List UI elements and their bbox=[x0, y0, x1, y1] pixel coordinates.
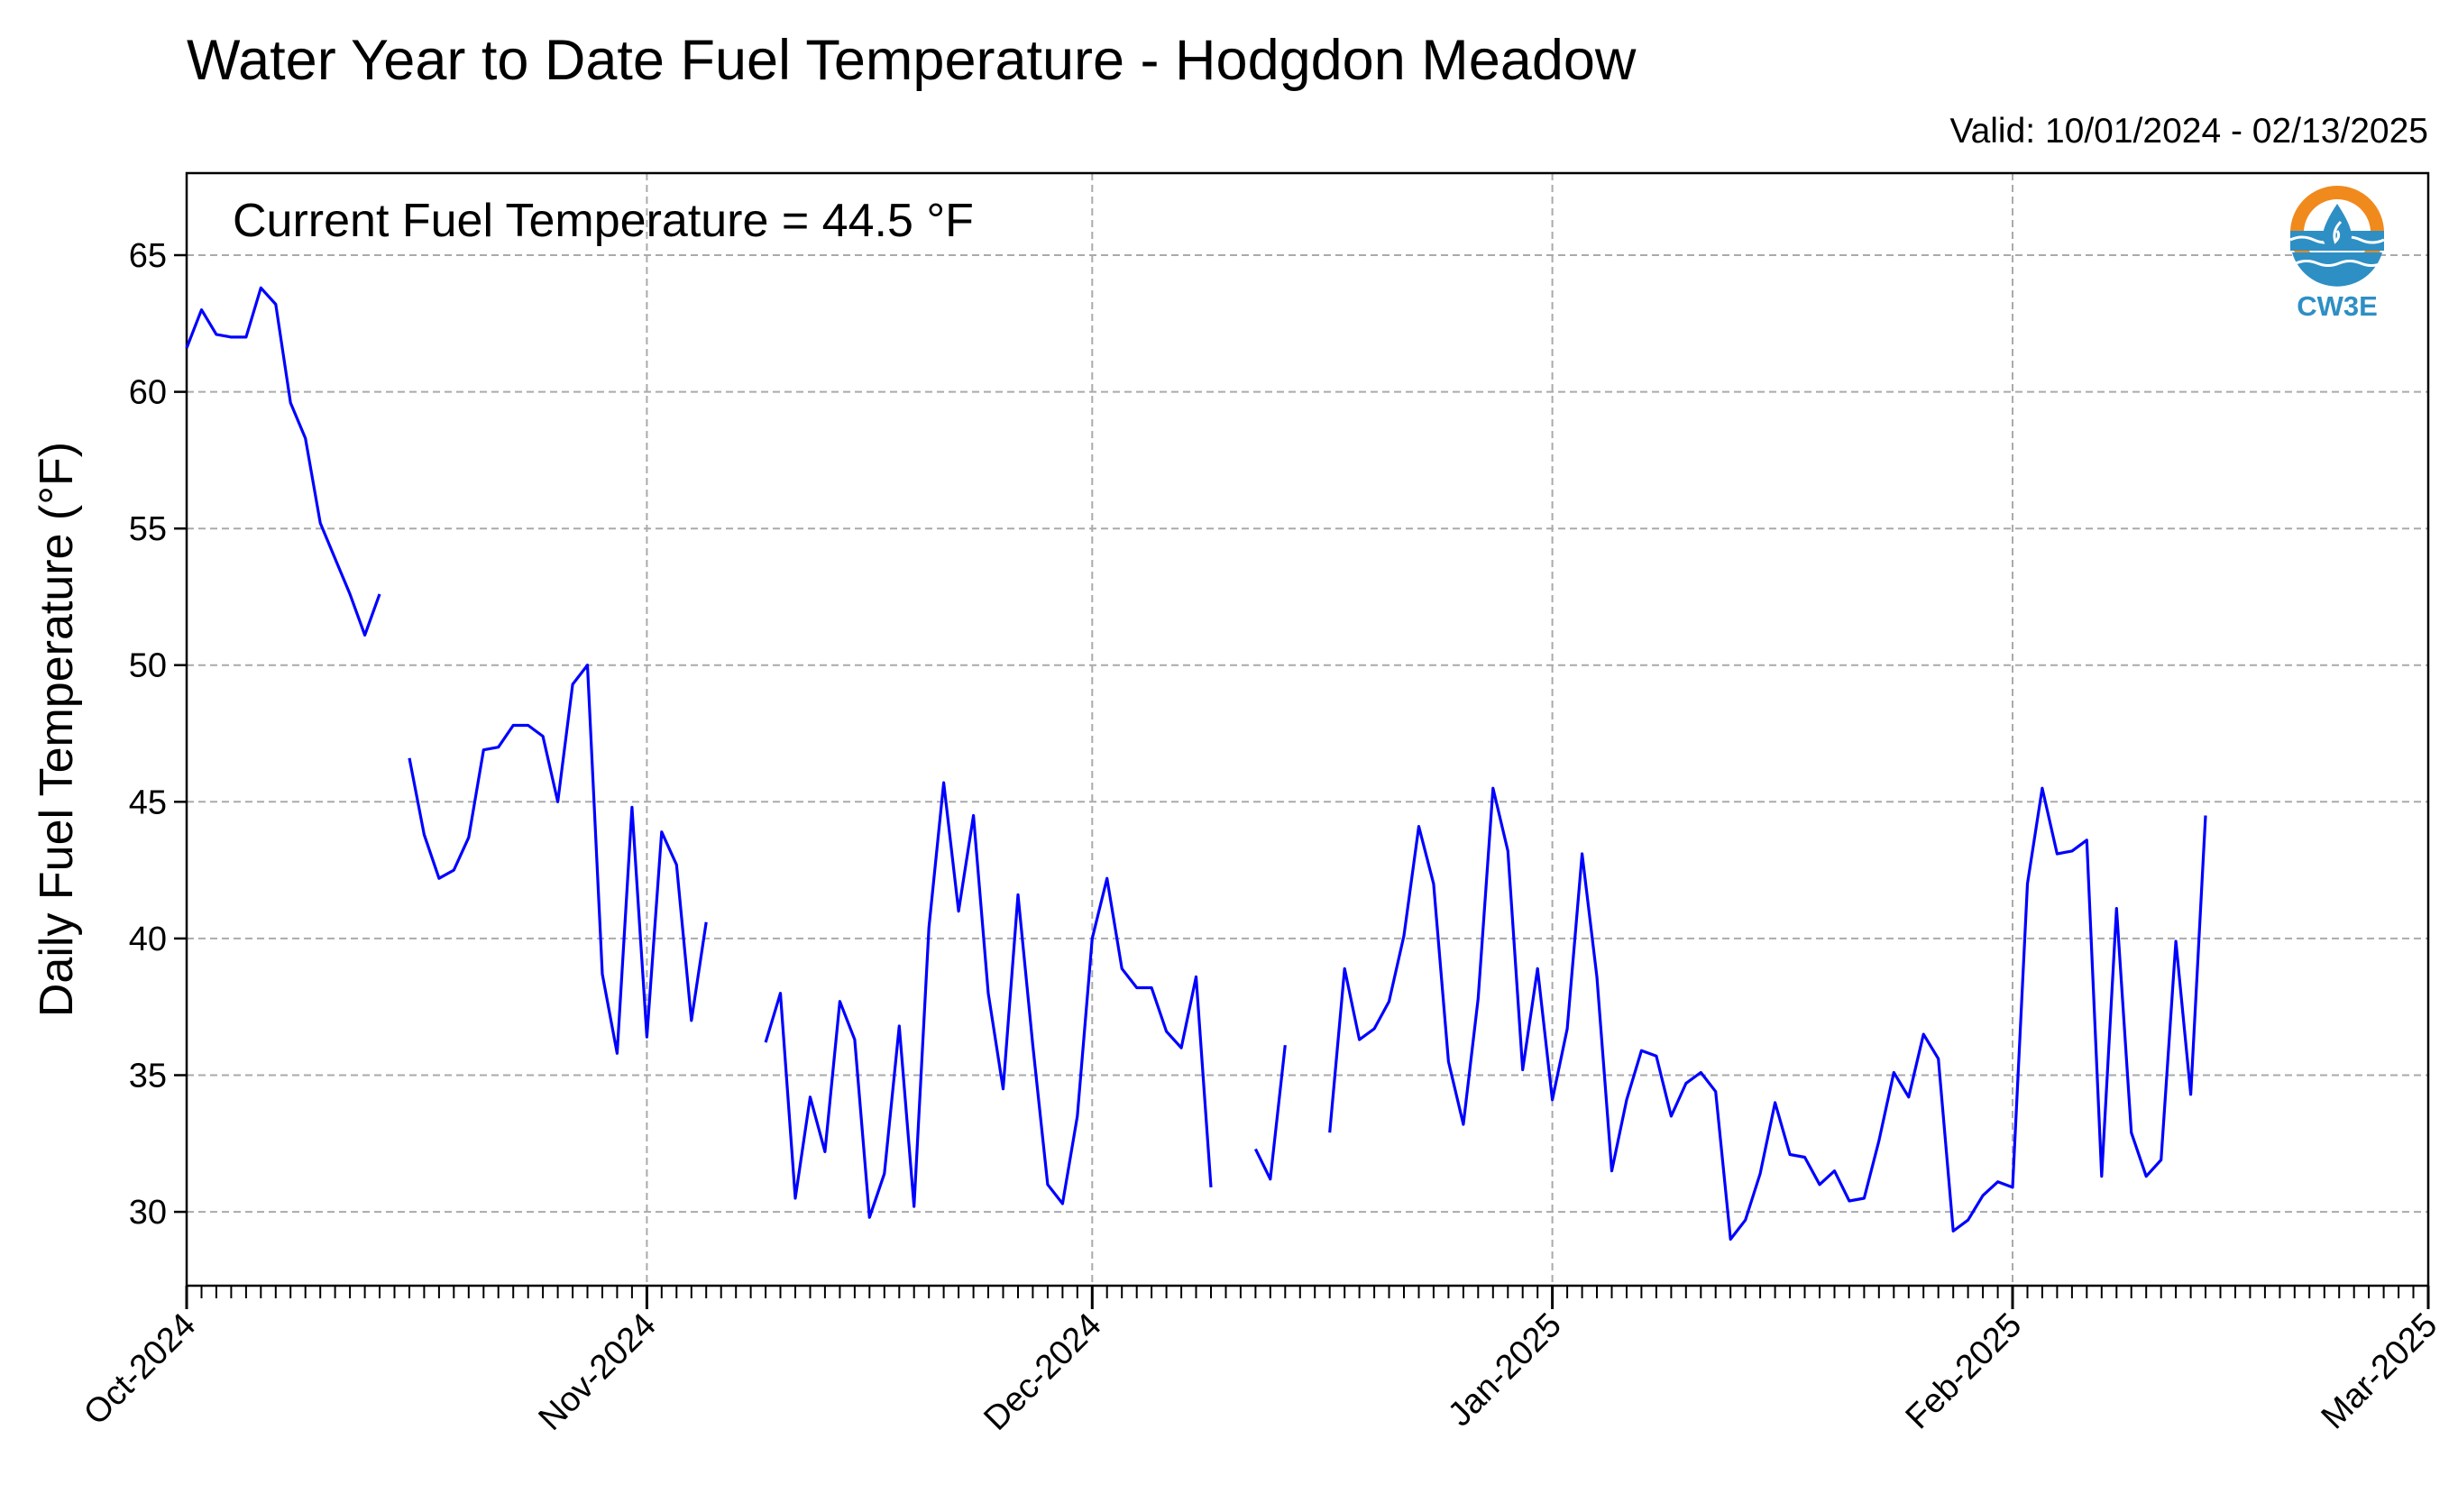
cw3e-logo: CW3E bbox=[2289, 186, 2385, 322]
logo-drop-mark bbox=[2333, 220, 2343, 244]
series-segment bbox=[764, 781, 1213, 1219]
y-tick-label: 50 bbox=[129, 647, 167, 685]
y-tick-label: 65 bbox=[129, 237, 167, 275]
series-segment bbox=[185, 286, 381, 637]
y-axis-label: Daily Fuel Temperature (°F) bbox=[31, 442, 83, 1017]
series-segment bbox=[1328, 786, 2207, 1242]
valid-date-range: Valid: 10/01/2024 - 02/13/2025 bbox=[1949, 112, 2428, 151]
axis-ticks bbox=[174, 253, 2430, 1309]
series-line bbox=[185, 286, 2207, 1242]
y-tick-label: 30 bbox=[129, 1194, 167, 1232]
y-tick-label: 60 bbox=[129, 374, 167, 412]
series-segment bbox=[1253, 1045, 1287, 1181]
y-tick-labels: 30 35 40 45 50 55 60 65 bbox=[129, 237, 167, 1232]
y-tick-label: 55 bbox=[129, 510, 167, 548]
logo-text: CW3E bbox=[2297, 290, 2378, 322]
series-segment bbox=[408, 664, 708, 1055]
y-tick-label: 40 bbox=[129, 921, 167, 958]
current-temperature-annotation: Current Fuel Temperature = 44.5 °F bbox=[233, 195, 974, 247]
grid-lines bbox=[186, 173, 2429, 1286]
y-tick-label: 45 bbox=[129, 783, 167, 821]
logo-wave-line-lower bbox=[2295, 260, 2383, 267]
chart-title: Water Year to Date Fuel Temperature - Ho… bbox=[187, 29, 1637, 92]
plot-frame bbox=[185, 171, 2430, 1287]
y-tick-label: 35 bbox=[129, 1058, 167, 1095]
